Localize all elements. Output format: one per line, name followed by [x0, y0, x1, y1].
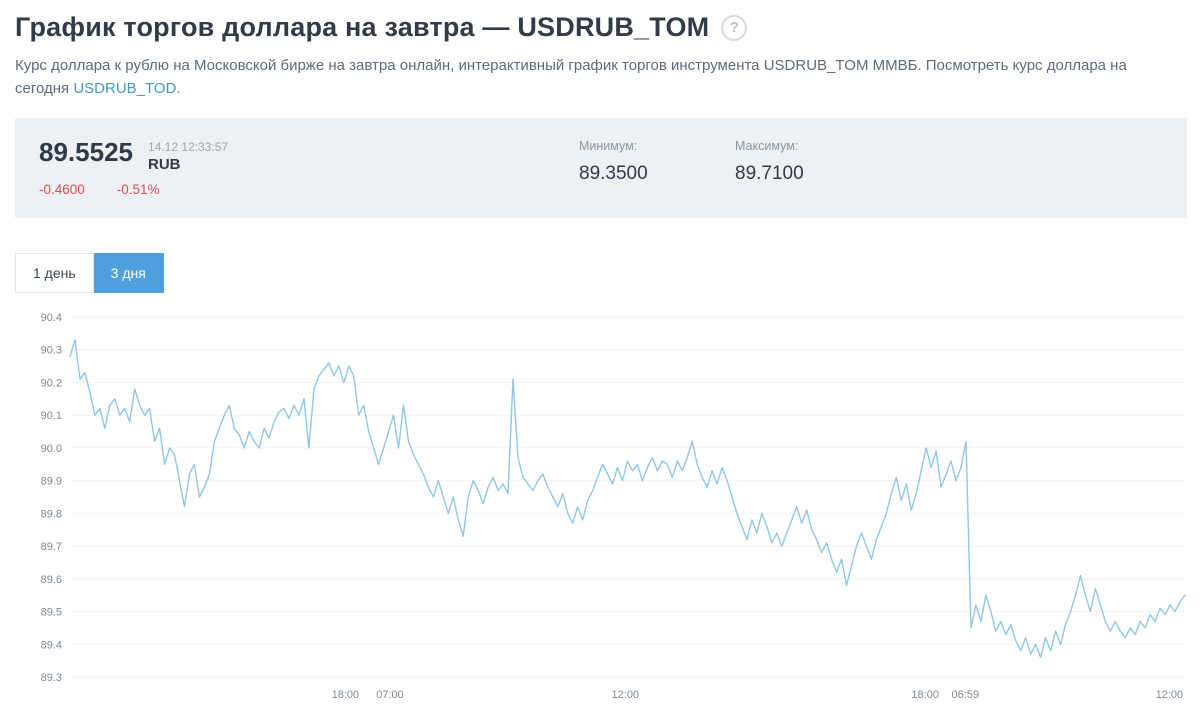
quote-panel: 89.5525 14.12 12:33:57 RUB -0.4600 -0.51…: [15, 117, 1187, 218]
price-chart[interactable]: 90.4 90.3 90.2 90.1 90.0 89.9 89.8 89.7 89.6 89.5…: [15, 307, 1190, 705]
svg-text:90.0: 90.0: [41, 442, 62, 454]
minimum-label: Минимум:: [579, 138, 638, 153]
help-icon[interactable]: ?: [721, 14, 748, 41]
svg-text:12:00: 12:00: [612, 689, 640, 701]
subtitle-text-after: .: [176, 80, 181, 98]
minimum-stat: Минимум: 89.3500: [579, 139, 735, 185]
svg-text:18:00: 18:00: [332, 689, 360, 701]
svg-text:89.8: 89.8: [41, 508, 62, 520]
change-percent: -0.51%: [116, 181, 160, 197]
change-absolute: -0.4600: [39, 181, 85, 197]
svg-text:89.6: 89.6: [41, 573, 62, 585]
svg-text:90.1: 90.1: [41, 410, 62, 422]
price-row: 89.5525 14.12 12:33:57 RUB: [39, 136, 579, 173]
maximum-label: Максимум:: [735, 138, 799, 153]
usdrub-tod-link[interactable]: USDRUB_TOD: [73, 80, 177, 98]
quote-timestamp: 14.12 12:33:57: [147, 139, 229, 154]
svg-text:90.2: 90.2: [41, 377, 62, 389]
minimum-value: 89.3500: [579, 162, 648, 184]
currency-label: RUB: [147, 155, 181, 173]
currency-column: 14.12 12:33:57 RUB: [148, 139, 228, 173]
current-price: 89.5525: [39, 136, 133, 167]
maximum-stat: Максимум: 89.7100: [735, 139, 891, 185]
svg-text:06:59: 06:59: [952, 689, 980, 701]
svg-text:90.4: 90.4: [41, 312, 62, 324]
subtitle-text-before: Курс доллара к рублю на Московской бирже…: [15, 57, 1127, 98]
page-title-text: График торгов доллара на завтра — USDRUB…: [15, 12, 710, 42]
svg-text:89.9: 89.9: [41, 475, 62, 487]
svg-text:89.3: 89.3: [41, 672, 62, 684]
chart-container: 90.4 90.3 90.2 90.1 90.0 89.9 89.8 89.7 89.6 89.5…: [15, 307, 1186, 710]
svg-text:89.7: 89.7: [41, 541, 62, 553]
tab-1-day[interactable]: 1 день: [15, 252, 94, 293]
change-row: -0.4600 -0.51%: [39, 182, 579, 197]
tab-3-days[interactable]: 3 дня: [93, 252, 164, 293]
price-block: 89.5525 14.12 12:33:57 RUB -0.4600 -0.51…: [39, 136, 579, 197]
svg-text:89.4: 89.4: [41, 639, 62, 651]
svg-text:07:00: 07:00: [376, 689, 404, 701]
svg-text:12:00: 12:00: [1156, 689, 1184, 701]
page-subtitle: Курс доллара к рублю на Московской бирже…: [15, 54, 1185, 101]
svg-text:89.5: 89.5: [41, 606, 62, 618]
svg-text:90.3: 90.3: [41, 344, 62, 356]
period-tabs: 1 день 3 дня: [15, 252, 1185, 293]
maximum-value: 89.7100: [735, 162, 804, 184]
svg-text:18:00: 18:00: [911, 689, 939, 701]
page-title: График торгов доллара на завтра — USDRUB…: [15, 12, 1185, 43]
